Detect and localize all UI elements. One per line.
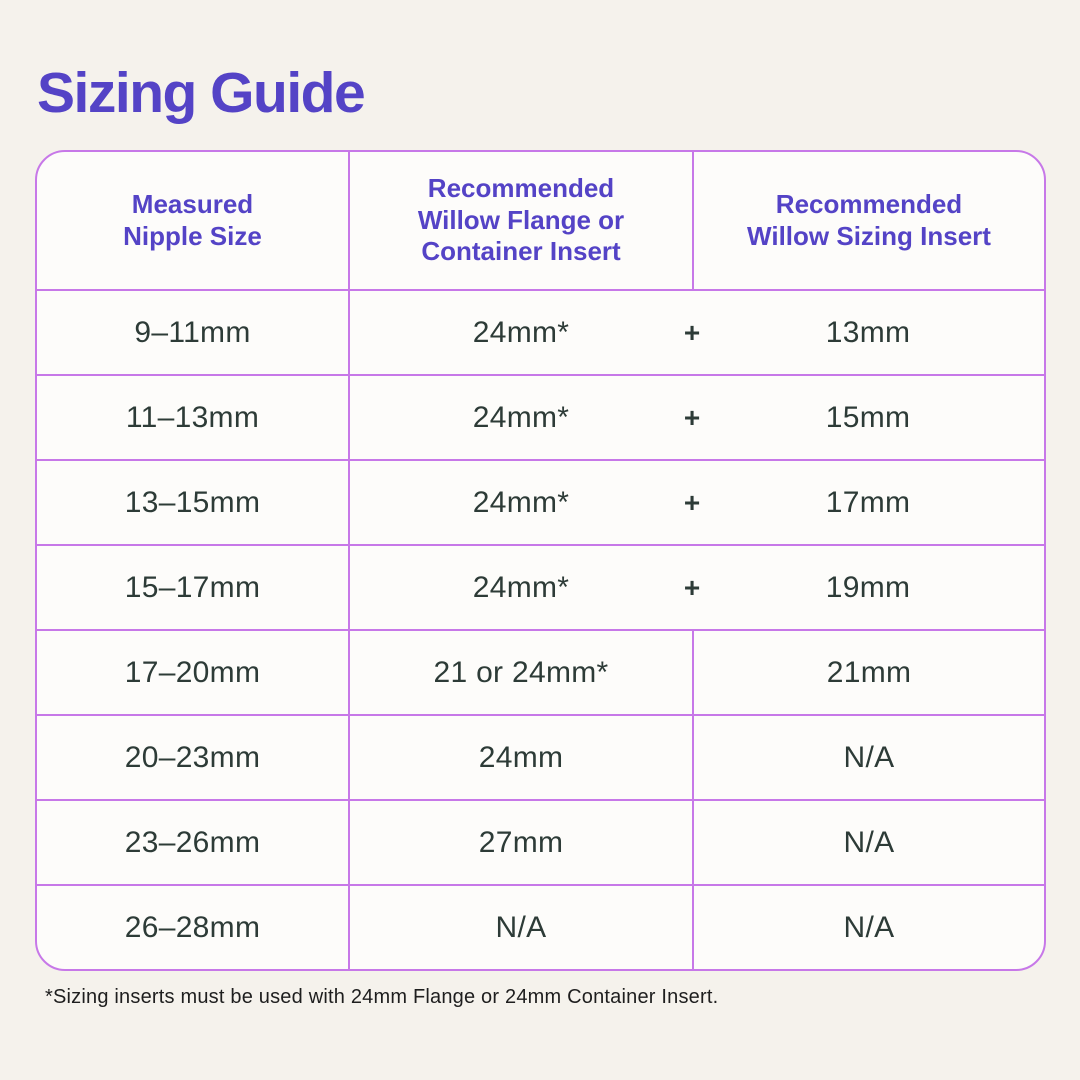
- sizing-table: Measured Nipple Size Recommended Willow …: [35, 150, 1046, 971]
- header-measured-nipple-size-label: Measured Nipple Size: [123, 188, 262, 251]
- nipple-size-cell: 20–23mm: [37, 716, 348, 799]
- sizing-insert-cell: 21mm: [692, 631, 1044, 714]
- nipple-size-value: 11–13mm: [125, 400, 260, 434]
- nipple-size-cell: 26–28mm: [37, 886, 348, 969]
- sizing-insert-value: N/A: [843, 910, 895, 944]
- nipple-size-value: 26–28mm: [124, 910, 261, 944]
- table-row: 13–15mm 24mm* 17mm +: [37, 459, 1044, 544]
- flange-value: 24mm*: [472, 485, 570, 519]
- table-row: 15–17mm 24mm* 19mm +: [37, 544, 1044, 629]
- nipple-size-cell: 23–26mm: [37, 801, 348, 884]
- flange-cell: 24mm: [348, 716, 692, 799]
- page-title: Sizing Guide: [37, 61, 366, 125]
- flange-cell: N/A: [348, 886, 692, 969]
- flange-value: N/A: [495, 910, 547, 944]
- sizing-insert-value: N/A: [843, 740, 895, 774]
- nipple-size-value: 23–26mm: [124, 825, 261, 859]
- flange-cell: 24mm*: [348, 461, 692, 544]
- nipple-size-value: 17–20mm: [124, 655, 261, 689]
- table-header-row: Measured Nipple Size Recommended Willow …: [37, 152, 1044, 289]
- flange-cell: 21 or 24mm*: [348, 631, 692, 714]
- nipple-size-cell: 11–13mm: [37, 376, 348, 459]
- nipple-size-value: 13–15mm: [124, 485, 261, 519]
- sizing-insert-value: 21mm: [826, 655, 912, 689]
- plus-joiner: +: [683, 486, 701, 518]
- flange-value: 24mm*: [472, 400, 570, 434]
- footnote: *Sizing inserts must be used with 24mm F…: [45, 986, 719, 1008]
- table-row: 26–28mm N/A N/A: [37, 884, 1044, 969]
- flange-cell: 27mm: [348, 801, 692, 884]
- table-row: 23–26mm 27mm N/A: [37, 799, 1044, 884]
- header-recommended-flange: Recommended Willow Flange or Container I…: [348, 152, 692, 289]
- nipple-size-cell: 9–11mm: [37, 291, 348, 374]
- sizing-insert-value: N/A: [843, 825, 895, 859]
- table-row: 11–13mm 24mm* 15mm +: [37, 374, 1044, 459]
- plus-joiner: +: [683, 401, 701, 433]
- flange-cell: 24mm*: [348, 546, 692, 629]
- sizing-insert-cell: 15mm: [692, 376, 1044, 459]
- header-recommended-sizing-insert-label: Recommended Willow Sizing Insert: [747, 188, 991, 251]
- sizing-insert-cell: 13mm: [692, 291, 1044, 374]
- flange-value: 24mm*: [472, 570, 570, 604]
- flange-value: 24mm*: [472, 315, 570, 349]
- sizing-insert-value: 13mm: [825, 315, 911, 349]
- nipple-size-value: 20–23mm: [124, 740, 261, 774]
- nipple-size-cell: 15–17mm: [37, 546, 348, 629]
- sizing-insert-cell: 17mm: [692, 461, 1044, 544]
- sizing-insert-cell: N/A: [692, 886, 1044, 969]
- header-recommended-flange-label: Recommended Willow Flange or Container I…: [417, 172, 625, 267]
- plus-joiner: +: [683, 571, 701, 603]
- flange-cell: 24mm*: [348, 291, 692, 374]
- header-measured-nipple-size: Measured Nipple Size: [37, 152, 348, 289]
- table-row: 9–11mm 24mm* 13mm +: [37, 289, 1044, 374]
- sizing-insert-value: 15mm: [825, 400, 911, 434]
- nipple-size-value: 15–17mm: [124, 570, 261, 604]
- sizing-insert-value: 17mm: [825, 485, 911, 519]
- flange-value: 27mm: [478, 825, 564, 859]
- flange-cell: 24mm*: [348, 376, 692, 459]
- flange-value: 24mm: [478, 740, 564, 774]
- flange-value: 21 or 24mm*: [433, 655, 609, 689]
- nipple-size-cell: 13–15mm: [37, 461, 348, 544]
- header-recommended-sizing-insert: Recommended Willow Sizing Insert: [692, 152, 1044, 289]
- table-row: 17–20mm 21 or 24mm* 21mm: [37, 629, 1044, 714]
- plus-joiner: +: [683, 316, 701, 348]
- table-row: 20–23mm 24mm N/A: [37, 714, 1044, 799]
- sizing-insert-cell: N/A: [692, 716, 1044, 799]
- sizing-insert-cell: 19mm: [692, 546, 1044, 629]
- sizing-insert-value: 19mm: [825, 570, 911, 604]
- sizing-insert-cell: N/A: [692, 801, 1044, 884]
- nipple-size-cell: 17–20mm: [37, 631, 348, 714]
- nipple-size-value: 9–11mm: [134, 315, 251, 349]
